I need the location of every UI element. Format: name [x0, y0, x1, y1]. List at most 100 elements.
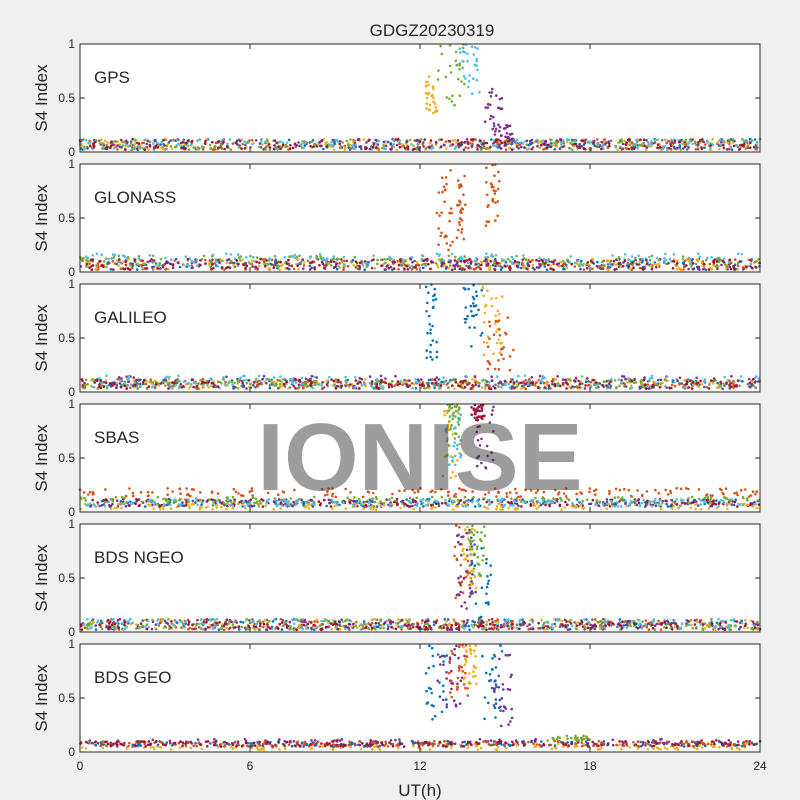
data-point	[564, 495, 568, 498]
data-point	[729, 267, 733, 271]
data-point	[586, 261, 590, 264]
data-point	[695, 376, 698, 380]
data-point	[616, 505, 620, 508]
data-point	[732, 264, 736, 268]
data-point	[398, 145, 402, 149]
data-point	[137, 145, 140, 148]
data-point	[505, 124, 509, 127]
data-point	[258, 145, 261, 149]
data-point	[229, 500, 233, 504]
data-point	[276, 261, 279, 264]
data-point	[679, 487, 683, 491]
y-tick-label: 1	[68, 157, 75, 171]
data-point	[380, 264, 383, 268]
data-point	[581, 504, 585, 507]
data-point	[439, 44, 442, 48]
data-point	[598, 500, 602, 503]
data-point	[731, 141, 735, 144]
data-point	[124, 260, 127, 264]
data-point	[257, 264, 261, 268]
data-point	[116, 140, 119, 143]
data-point	[473, 378, 477, 382]
data-point	[385, 498, 388, 502]
data-point	[200, 258, 204, 261]
data-point	[109, 507, 113, 511]
data-point	[424, 264, 427, 268]
data-point	[431, 324, 434, 328]
data-point	[619, 498, 622, 501]
data-point	[124, 505, 128, 508]
data-point	[438, 387, 441, 390]
data-point	[602, 503, 605, 507]
data-point	[427, 91, 431, 95]
data-point	[159, 267, 162, 270]
data-point	[632, 266, 635, 270]
data-point	[121, 144, 125, 147]
data-point	[344, 507, 348, 510]
data-point	[338, 140, 342, 143]
data-point	[566, 258, 569, 262]
data-point	[433, 102, 437, 106]
data-point	[466, 60, 469, 63]
data-point	[483, 311, 487, 315]
data-point	[547, 143, 550, 147]
data-point	[439, 145, 443, 148]
data-point	[341, 259, 344, 263]
data-point	[182, 380, 186, 384]
data-point	[167, 267, 170, 271]
data-point	[162, 378, 165, 382]
data-point	[728, 265, 731, 269]
data-point	[319, 255, 322, 258]
data-point	[489, 264, 492, 268]
data-point	[494, 144, 497, 148]
data-point	[729, 145, 732, 149]
data-point	[164, 376, 167, 380]
data-point	[222, 376, 225, 379]
data-point	[741, 495, 745, 499]
data-point	[295, 255, 299, 259]
data-point	[312, 145, 315, 149]
data-point	[128, 268, 132, 272]
data-point	[151, 254, 155, 258]
data-point	[453, 259, 457, 262]
data-point	[330, 378, 333, 381]
data-point	[606, 145, 609, 149]
data-point	[588, 490, 591, 494]
data-point	[278, 140, 282, 143]
data-point	[517, 261, 521, 264]
data-point	[375, 378, 379, 381]
data-point	[755, 375, 758, 378]
data-point	[241, 142, 244, 146]
data-point	[539, 144, 543, 147]
data-point	[451, 384, 454, 388]
data-point	[752, 384, 755, 387]
data-point	[234, 141, 238, 145]
data-point	[355, 265, 359, 268]
data-point	[383, 268, 387, 271]
data-point	[430, 260, 433, 263]
data-point	[187, 381, 190, 385]
data-point	[573, 139, 576, 143]
data-point	[184, 504, 188, 507]
data-point	[232, 487, 236, 491]
data-point	[167, 377, 171, 381]
data-point	[313, 142, 317, 146]
data-point	[379, 504, 383, 508]
data-point	[367, 139, 370, 142]
data-point	[84, 499, 87, 502]
data-point	[276, 265, 280, 268]
data-point	[440, 52, 444, 56]
data-point	[345, 259, 349, 263]
data-point	[552, 141, 555, 145]
data-point	[732, 503, 736, 507]
data-point	[413, 491, 417, 494]
data-point	[116, 259, 119, 262]
data-point	[632, 147, 636, 151]
data-point	[209, 384, 213, 388]
data-point	[591, 498, 595, 502]
data-point	[585, 498, 589, 502]
data-point	[465, 375, 469, 379]
data-point	[567, 138, 571, 142]
data-point	[458, 64, 461, 67]
data-point	[574, 376, 578, 380]
